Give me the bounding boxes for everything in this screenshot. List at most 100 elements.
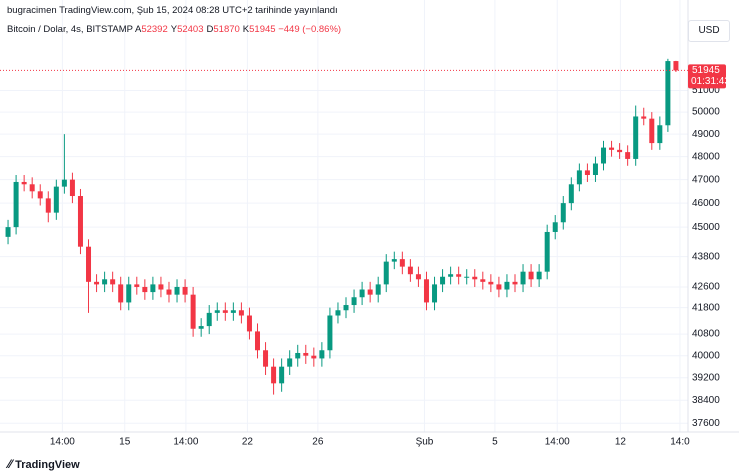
candle-body (174, 286, 180, 295)
candle-body (512, 281, 518, 285)
candle-body (206, 312, 212, 327)
candle-body (287, 358, 293, 367)
candle-body (665, 61, 671, 126)
y-tick-label: 38400 (692, 395, 720, 406)
candle-body (254, 331, 260, 351)
brand-text: TradingView (15, 459, 80, 471)
x-tick-label: 14:0 (670, 437, 690, 448)
y-tick-label: 37600 (692, 418, 720, 429)
candle-body (5, 227, 11, 237)
candle-body (214, 310, 220, 313)
candle-body (198, 326, 204, 329)
candle-body (415, 274, 421, 280)
candle-body (633, 116, 639, 159)
candle-body (246, 315, 252, 332)
ohlc-legend: A52392 Y52403 D51870 K51945 (135, 24, 276, 35)
candle-body (311, 355, 317, 359)
candle-body (182, 286, 188, 295)
candle-body (134, 284, 140, 287)
candle-body (102, 279, 108, 285)
candle-body (222, 310, 228, 313)
candle-body (456, 274, 462, 277)
y-tick-label: 40800 (692, 329, 720, 340)
candle-body (649, 118, 655, 144)
candle-body (592, 163, 598, 176)
candle-body (399, 259, 405, 267)
symbol-line: Bitcoin / Dolar, 4s, BITSTAMP A52392 Y524… (7, 24, 341, 35)
x-tick-label: Şub (416, 437, 434, 448)
ohlc-value: 51945 (249, 24, 276, 35)
y-tick-label: 46000 (692, 198, 720, 209)
ohlc-value: 52392 (141, 24, 168, 35)
candle-body (407, 266, 413, 275)
candle-body (625, 152, 631, 159)
candle-body (335, 310, 341, 316)
change: −449 (−0.86%) (278, 24, 342, 35)
published-line: bugracimen TradingView.com, Şub 15, 2024… (7, 5, 338, 16)
candle-body (609, 147, 615, 150)
candle-body (351, 297, 357, 306)
candle-body (61, 179, 67, 187)
ohlc-label: Y (170, 24, 178, 35)
currency-button[interactable]: USD (688, 20, 730, 42)
candle-body (86, 246, 92, 282)
y-tick-label: 49000 (692, 129, 720, 140)
y-tick-label: 43800 (692, 251, 720, 262)
ohlc-label: A (134, 24, 142, 35)
candle-body (29, 184, 35, 192)
x-tick-label: 12 (615, 437, 627, 448)
candle-body (295, 352, 301, 359)
x-tick-label: 5 (492, 437, 498, 448)
candle-body (69, 179, 75, 197)
y-tick-label: 50000 (692, 107, 720, 118)
candle-body (327, 315, 333, 351)
brand-logo: ⁄⁄ (8, 457, 13, 471)
candle-body (504, 281, 510, 290)
candle-body (150, 284, 156, 293)
y-tick-label: 47000 (692, 174, 720, 185)
candle-body (13, 181, 19, 228)
brand: ⁄⁄ TradingView (8, 457, 80, 471)
y-tick-label: 41800 (692, 302, 720, 313)
candle-body (601, 147, 607, 164)
candle-body (77, 196, 83, 247)
candle-body (166, 289, 172, 295)
candle-body (367, 289, 373, 295)
candle-body (432, 284, 438, 303)
candle-body (448, 274, 454, 277)
candle-body (271, 366, 277, 384)
candle-body (110, 279, 116, 285)
ohlc-value: 51870 (213, 24, 240, 35)
last-price-label: 51945 (692, 65, 720, 76)
candle-body (440, 276, 446, 285)
candle-body (359, 289, 365, 298)
candle-body (617, 149, 623, 153)
candle-body (464, 276, 470, 278)
ohlc-label: D (206, 24, 214, 35)
candle-body (480, 279, 486, 282)
candle-body (391, 259, 397, 262)
candle-body (190, 294, 196, 329)
candle-body (560, 203, 566, 223)
candle-body (488, 281, 494, 285)
x-tick-label: 26 (312, 437, 324, 448)
candle-body (53, 186, 59, 213)
candle-body (552, 222, 558, 232)
candle-body (37, 191, 43, 199)
candle-body (520, 271, 526, 285)
y-tick-label: 42600 (692, 282, 720, 293)
candle-body (45, 198, 51, 213)
last-price-tag (688, 64, 726, 89)
candle-body (21, 181, 27, 185)
candle-body (238, 310, 244, 316)
symbol: Bitcoin / Dolar, 4s, BITSTAMP (7, 24, 133, 35)
candle-body (673, 61, 679, 71)
candle-body (94, 281, 100, 285)
x-tick-label: 14:00 (50, 437, 75, 448)
candle-body (576, 170, 582, 185)
candle-body (544, 231, 550, 272)
candle-body (568, 184, 574, 204)
candle-body (423, 279, 429, 303)
